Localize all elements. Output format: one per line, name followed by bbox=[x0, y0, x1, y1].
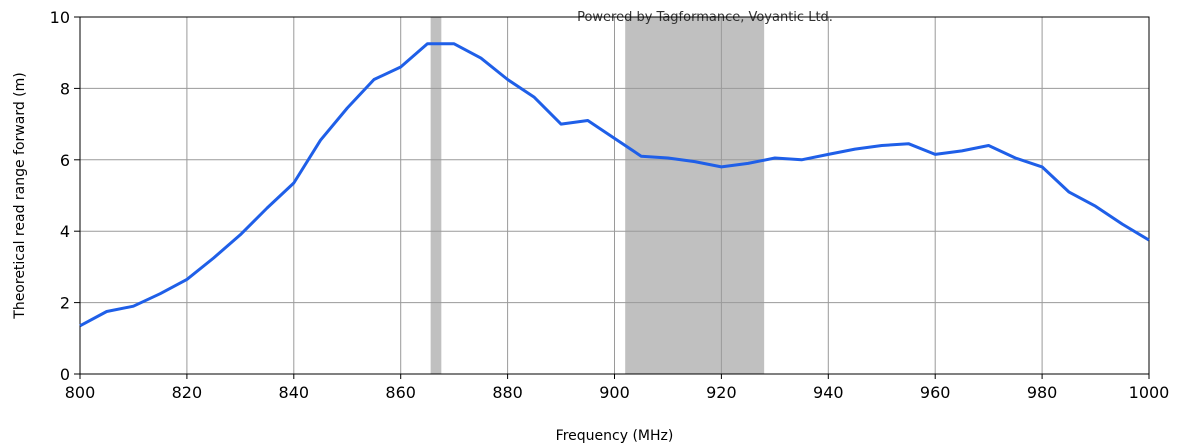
y-tick-label-4: 4 bbox=[60, 222, 70, 241]
x-axis-title: Frequency (MHz) bbox=[556, 428, 674, 444]
x-tick-label-820: 820 bbox=[172, 383, 203, 402]
y-tick-label-2: 2 bbox=[60, 294, 70, 313]
x-tick-label-980: 980 bbox=[1027, 383, 1058, 402]
y-axis-title: Theoretical read range forward (m) bbox=[12, 72, 28, 319]
shaded-band-0 bbox=[431, 17, 442, 374]
x-tick-label-920: 920 bbox=[706, 383, 737, 402]
y-tick-label-6: 6 bbox=[60, 151, 70, 170]
shaded-band-1 bbox=[625, 17, 764, 374]
x-tick-label-940: 940 bbox=[813, 383, 844, 402]
x-tick-label-880: 880 bbox=[492, 383, 523, 402]
y-tick-label-0: 0 bbox=[60, 365, 70, 384]
x-tick-label-1000: 1000 bbox=[1129, 383, 1170, 402]
y-tick-label-10: 10 bbox=[50, 8, 70, 27]
x-tick-label-840: 840 bbox=[279, 383, 310, 402]
x-tick-label-800: 800 bbox=[65, 383, 96, 402]
x-tick-label-960: 960 bbox=[920, 383, 951, 402]
x-tick-label-900: 900 bbox=[599, 383, 630, 402]
y-tick-label-8: 8 bbox=[60, 79, 70, 98]
x-tick-label-860: 860 bbox=[385, 383, 416, 402]
